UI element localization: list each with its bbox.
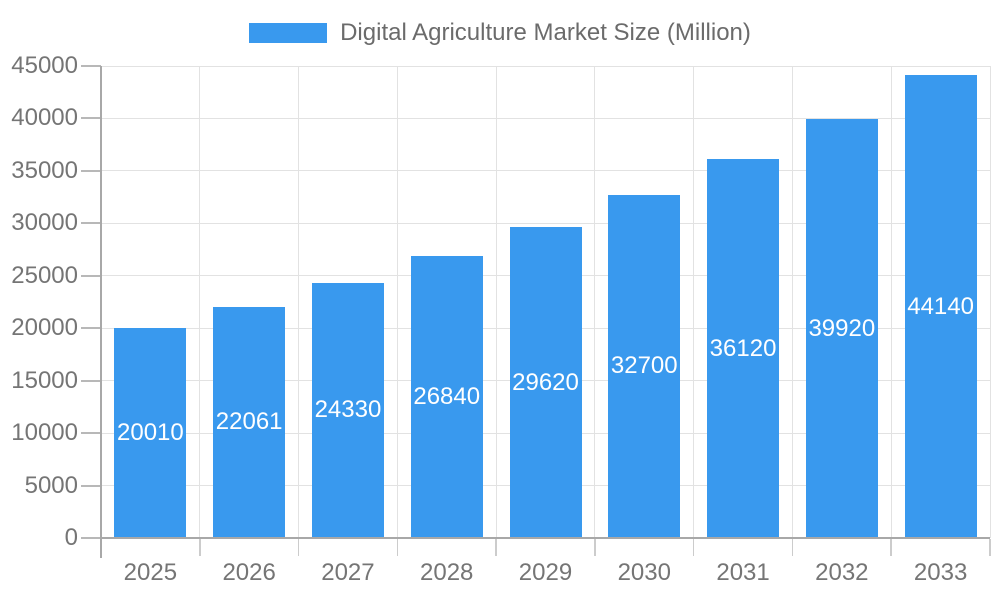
legend-label: Digital Agriculture Market Size (Million…	[340, 19, 751, 46]
bar-2029[interactable]: 29620	[509, 227, 582, 538]
x-axis-label-2029: 2029	[518, 559, 573, 586]
y-axis-label: 40000	[11, 104, 78, 132]
x-gridline	[693, 66, 695, 538]
bar-2025[interactable]: 20010	[114, 328, 187, 538]
x-axis-tick	[396, 539, 399, 556]
x-axis-label-2027: 2027	[321, 559, 375, 586]
y-axis-label: 35000	[11, 156, 78, 184]
x-axis-tick	[890, 539, 892, 556]
x-gridline	[298, 66, 300, 538]
bar-value-label: 36120	[709, 334, 777, 362]
x-axis-label-2032: 2032	[815, 559, 869, 586]
y-gridline	[101, 117, 990, 119]
legend-swatch-icon	[249, 23, 328, 43]
bar-2031[interactable]: 36120	[707, 159, 780, 538]
y-axis-tick	[81, 169, 101, 172]
y-axis-tick	[81, 537, 101, 539]
x-gridline	[890, 66, 892, 538]
y-axis-tick	[81, 484, 101, 487]
bar-2030[interactable]: 32700	[608, 195, 681, 538]
bar-value-label: 44140	[907, 292, 974, 320]
x-gridline	[396, 66, 398, 538]
x-axis-label-2031: 2031	[716, 559, 770, 586]
bar-2032[interactable]: 39920	[805, 119, 878, 538]
bar-value-label: 24330	[314, 396, 382, 424]
bar-2026[interactable]: 22061	[213, 306, 286, 538]
bar-value-label: 32700	[610, 352, 678, 380]
y-gridline	[101, 65, 990, 67]
x-axis-tick	[594, 539, 596, 556]
y-axis-label: 45000	[11, 52, 78, 79]
bar-2033[interactable]: 44140	[904, 75, 977, 538]
x-axis-label-2026: 2026	[222, 559, 276, 586]
x-axis-baseline	[101, 537, 990, 539]
bar-value-label: 39920	[808, 314, 876, 342]
y-axis-tick	[81, 432, 101, 435]
bar-value-label: 26840	[413, 383, 481, 411]
y-axis-tick	[81, 379, 101, 382]
y-axis-label: 30000	[11, 209, 78, 237]
bar-2027[interactable]: 24330	[311, 282, 384, 538]
x-gridline	[199, 66, 201, 538]
y-axis-label: 0	[64, 524, 78, 551]
y-axis-tick	[81, 117, 101, 120]
x-gridline	[594, 66, 596, 538]
y-gridline	[101, 222, 990, 224]
x-gridline	[791, 66, 793, 538]
chart-legend[interactable]: Digital Agriculture Market Size (Million…	[0, 19, 1000, 47]
y-axis-label: 15000	[11, 366, 78, 394]
y-axis-label: 20000	[11, 314, 78, 342]
y-axis-tick	[81, 327, 101, 330]
x-axis-tick	[199, 539, 201, 556]
x-axis-label-2025: 2025	[123, 559, 178, 586]
x-axis-tick	[495, 539, 497, 556]
y-axis-tick	[81, 274, 101, 277]
bar-value-label: 20010	[117, 419, 184, 447]
y-axis-tick	[81, 222, 101, 225]
x-axis-label-2028: 2028	[420, 559, 474, 586]
y-axis-line	[99, 66, 102, 558]
x-axis-tick	[297, 539, 300, 556]
x-gridline	[989, 66, 991, 538]
y-axis-label: 25000	[11, 261, 78, 289]
x-axis-label-2030: 2030	[617, 559, 671, 586]
x-gridline	[495, 66, 497, 538]
y-axis-label: 5000	[24, 471, 78, 499]
x-axis-tick	[989, 539, 991, 556]
y-axis-tick	[81, 65, 101, 67]
bar-value-label: 29620	[512, 368, 579, 396]
bar-value-label: 22061	[215, 408, 283, 436]
y-axis-label: 10000	[11, 419, 78, 447]
bar-2028[interactable]: 26840	[410, 256, 483, 538]
y-gridline	[101, 170, 990, 172]
x-axis-tick	[692, 539, 695, 556]
x-axis-label-2033: 2033	[913, 559, 968, 586]
x-axis-tick	[791, 539, 794, 556]
